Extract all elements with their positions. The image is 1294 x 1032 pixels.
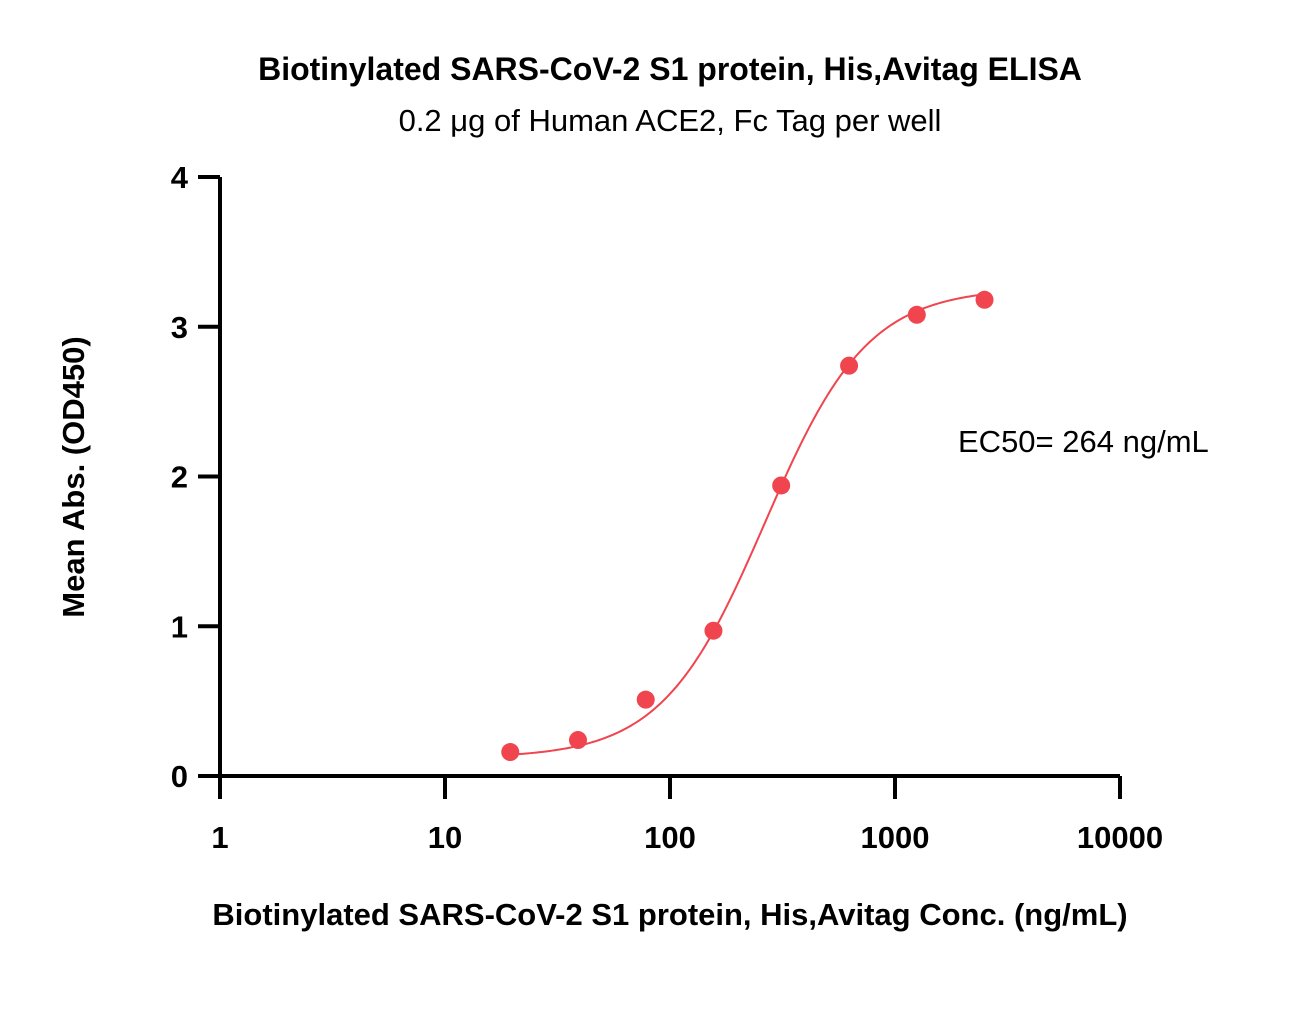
x-tick-label: 1 — [211, 820, 228, 855]
x-tick-label: 10000 — [1077, 820, 1163, 855]
axes — [218, 177, 1120, 778]
fit-curve — [510, 293, 985, 756]
data-point — [636, 690, 655, 709]
data-point — [568, 731, 587, 750]
chart-subtitle: 0.2 μg of Human ACE2, Fc Tag per well — [399, 103, 942, 138]
y-tick-label: 2 — [171, 460, 188, 495]
data-point — [501, 743, 520, 762]
y-tick-label: 3 — [171, 310, 188, 345]
data-point — [907, 305, 926, 324]
data-point — [704, 621, 723, 640]
y-tick-label: 4 — [171, 160, 189, 195]
y-axis-label: Mean Abs. (OD450) — [56, 336, 91, 617]
chart-title: Biotinylated SARS-CoV-2 S1 protein, His,… — [258, 51, 1082, 87]
data-point — [975, 290, 994, 309]
x-axis-label: Biotinylated SARS-CoV-2 S1 protein, His,… — [212, 897, 1127, 932]
data-point — [772, 476, 791, 495]
y-tick-label: 0 — [171, 759, 188, 794]
x-tick-label: 100 — [644, 820, 696, 855]
data-points — [501, 290, 994, 762]
x-tick-label: 1000 — [861, 820, 930, 855]
ec50-annotation: EC50= 264 ng/mL — [958, 424, 1209, 459]
data-point — [840, 356, 859, 375]
x-tick-label: 10 — [428, 820, 462, 855]
y-tick-label: 1 — [171, 609, 188, 644]
